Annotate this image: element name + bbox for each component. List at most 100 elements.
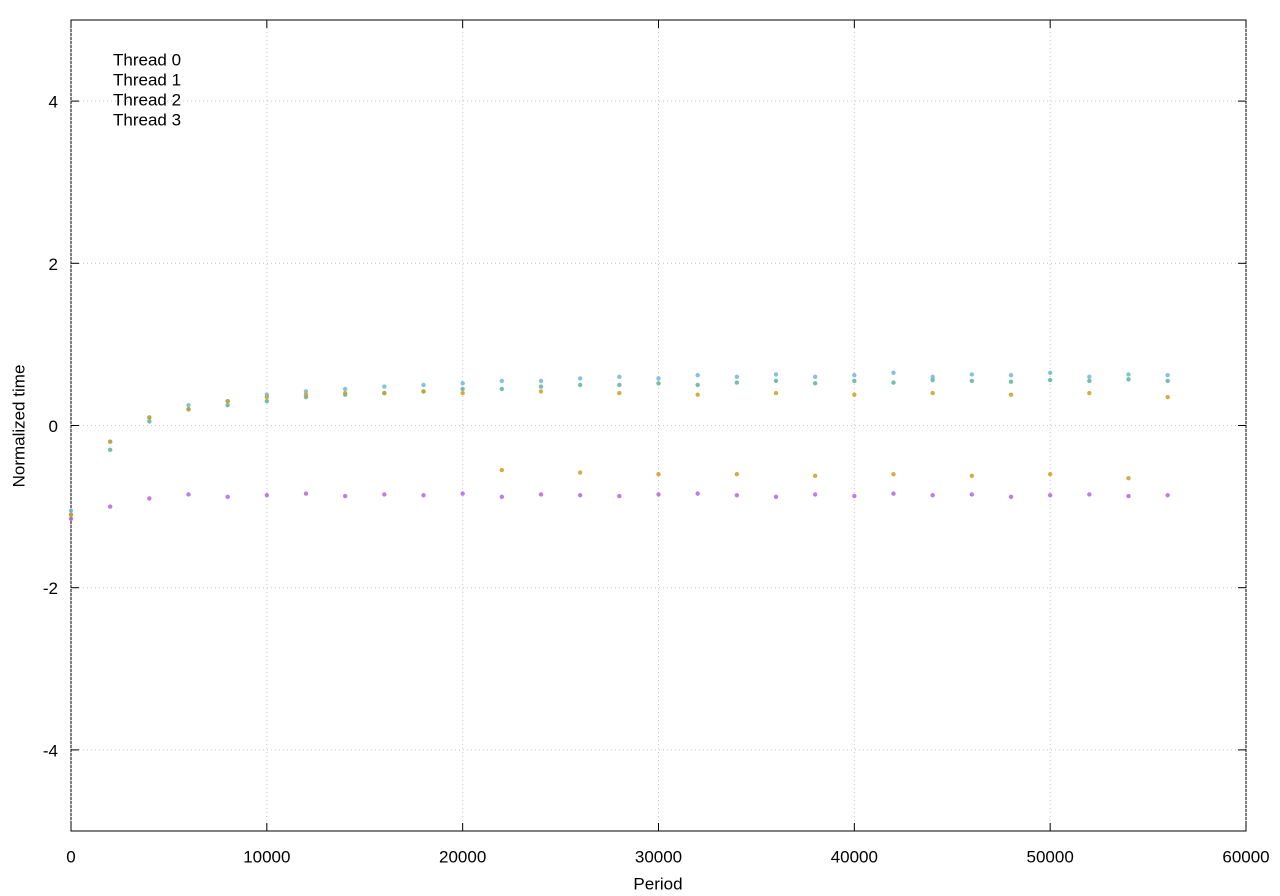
data-point (617, 382, 622, 388)
data-point (1126, 372, 1131, 377)
data-point (1126, 493, 1131, 499)
data-point (930, 390, 935, 396)
data-point (695, 491, 700, 496)
y-tick-label: 2 (49, 255, 58, 274)
data-point (1008, 494, 1014, 500)
y-tick-label: -4 (43, 741, 58, 760)
legend-entry: Thread 2 (113, 90, 181, 109)
data-point (499, 386, 505, 392)
data-point (303, 389, 309, 394)
data-point (186, 407, 191, 412)
data-point (107, 504, 113, 509)
x-tick-label: 30000 (635, 847, 682, 866)
x-tick-label: 0 (66, 847, 75, 866)
data-point (773, 390, 779, 396)
data-point (538, 384, 544, 389)
data-point (656, 381, 661, 386)
data-point (225, 403, 230, 408)
x-tick-label: 60000 (1222, 847, 1269, 866)
data-point (68, 516, 74, 521)
data-point (1126, 476, 1131, 481)
data-point (734, 374, 740, 380)
data-point (186, 403, 191, 408)
legend-entry: Thread 1 (113, 70, 181, 89)
data-point (891, 491, 896, 496)
data-point (617, 493, 622, 499)
data-point (969, 372, 975, 377)
data-point (852, 378, 857, 384)
x-tick-label: 10000 (243, 847, 290, 866)
data-point (1087, 378, 1092, 384)
data-point (577, 470, 583, 475)
data-point (1008, 373, 1014, 378)
data-point (460, 491, 465, 496)
data-point (460, 390, 465, 396)
data-point (538, 378, 544, 384)
data-point (969, 378, 975, 384)
data-point (812, 374, 818, 380)
data-point (1047, 493, 1053, 498)
data-point (147, 419, 152, 424)
x-tick-label: 20000 (439, 847, 486, 866)
data-point (1087, 374, 1092, 380)
data-point (147, 496, 152, 501)
data-point (1087, 492, 1092, 497)
data-point (656, 492, 661, 497)
data-point (852, 493, 857, 499)
data-point (734, 493, 740, 498)
data-point (930, 374, 935, 380)
data-point (342, 493, 348, 499)
data-point (68, 508, 74, 513)
data-point (577, 376, 583, 381)
data-point (734, 471, 740, 477)
data-point (147, 415, 152, 420)
y-tick-label: 0 (49, 417, 58, 436)
data-point (852, 373, 857, 378)
data-point (1008, 392, 1014, 397)
data-point (617, 374, 622, 380)
data-point (812, 381, 818, 386)
data-point (499, 467, 505, 473)
data-point (107, 447, 113, 453)
data-point (891, 471, 896, 477)
data-point (1165, 373, 1170, 378)
data-point (421, 493, 426, 498)
data-point (695, 392, 700, 397)
x-tick-label: 40000 (831, 847, 878, 866)
data-point (969, 473, 975, 478)
data-point (421, 389, 426, 394)
y-tick-label: -2 (43, 579, 58, 598)
data-point (107, 439, 113, 444)
data-point (499, 378, 505, 384)
data-point (342, 386, 348, 392)
data-point (969, 492, 975, 497)
data-point (891, 380, 896, 385)
data-point (577, 382, 583, 388)
data-point (1008, 379, 1014, 384)
data-point (656, 376, 661, 381)
data-point (303, 491, 309, 496)
data-point (303, 392, 309, 397)
data-point (852, 392, 857, 397)
data-point (1047, 370, 1053, 375)
data-point (264, 493, 270, 498)
data-point (1047, 471, 1053, 477)
data-point (773, 494, 779, 500)
data-point (460, 386, 465, 392)
data-point (186, 492, 191, 497)
data-point (1165, 394, 1170, 400)
y-axis-label: Normalized time (9, 365, 28, 488)
data-point (225, 398, 230, 404)
data-point (421, 382, 426, 388)
data-point (382, 492, 387, 497)
data-point (1126, 377, 1131, 382)
data-point (656, 471, 661, 477)
data-point (1087, 390, 1092, 396)
data-point (617, 390, 622, 396)
data-point (1165, 493, 1170, 498)
data-point (1047, 377, 1053, 383)
data-point (460, 381, 465, 386)
data-point (499, 494, 505, 500)
data-point (68, 512, 74, 517)
